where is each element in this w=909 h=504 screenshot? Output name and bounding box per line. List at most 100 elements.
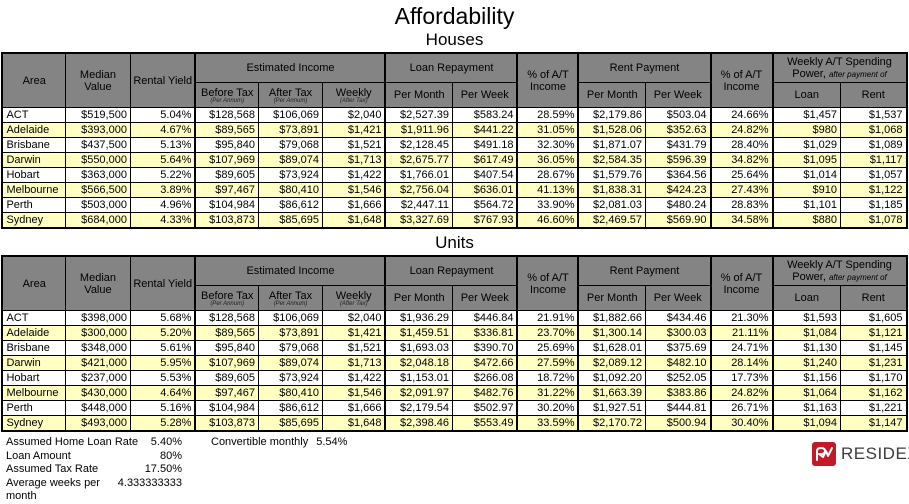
value-cell: $1,094 — [771, 415, 841, 432]
value-cell: $1,029 — [771, 137, 841, 153]
value-cell: $1,084 — [771, 325, 841, 341]
value-cell: $107,969 — [194, 152, 259, 168]
table-row: Sydney $493,000 5.28% $103,873 $85,695 $1,648… — [1, 415, 908, 432]
value-cell: $1,521 — [321, 137, 386, 153]
value-cell: $564.72 — [451, 197, 518, 213]
assumption-label: Assumed Home Loan Rate — [6, 436, 139, 448]
area-cell: Brisbane — [1, 340, 66, 356]
value-cell: $880 — [771, 212, 841, 229]
value-cell: $1,927.51 — [577, 400, 646, 416]
value-cell: $1,185 — [839, 197, 908, 213]
value-cell: $1,628.01 — [577, 340, 646, 356]
value-cell: $252.05 — [644, 370, 712, 386]
group-header-estimated-income: Estimated Income — [194, 52, 386, 83]
area-cell: Sydney — [1, 415, 66, 432]
value-cell: $472.66 — [451, 355, 518, 371]
col-header-loan-per-month: Per Month — [384, 82, 453, 108]
value-cell: $503,000 — [64, 197, 131, 213]
value-cell: $1,101 — [771, 197, 841, 213]
value-cell: $2,584.35 — [577, 152, 646, 168]
col-header-pct-at-income-loan: % of A/T Income — [516, 255, 579, 311]
value-cell: 24.71% — [709, 340, 773, 356]
value-cell: $1,457 — [771, 107, 841, 123]
value-cell: 5.53% — [129, 370, 196, 386]
table-row: Melbourne $430,000 4.64% $97,467 $80,410 $1,5… — [1, 385, 908, 401]
value-cell: $2,527.39 — [384, 107, 453, 123]
value-cell: $300.03 — [644, 325, 712, 341]
area-cell: Hobart — [1, 167, 66, 183]
value-cell: $553.49 — [451, 415, 518, 432]
value-cell: $237,000 — [64, 370, 131, 386]
value-cell: $393,000 — [64, 122, 131, 138]
value-cell: $2,675.77 — [384, 152, 453, 168]
affordability-report: { "title": "Affordability", "header": { … — [0, 3, 909, 502]
value-cell: $107,969 — [194, 355, 259, 371]
value-cell: $1,459.51 — [384, 325, 453, 341]
value-cell: $79,068 — [257, 340, 323, 356]
value-cell: $1,231 — [839, 355, 908, 371]
value-cell: $2,091.97 — [384, 385, 453, 401]
value-cell: $1,170 — [839, 370, 908, 386]
col-header-before-tax: Before Tax (Per Annum) — [194, 82, 259, 108]
value-cell: 5.04% — [129, 107, 196, 123]
col-header-pct-at-income-rent: % of A/T Income — [709, 255, 773, 311]
value-cell: 5.95% — [129, 355, 196, 371]
col-header-weekly: Weekly (After Tax) — [321, 82, 386, 108]
value-cell: $89,074 — [257, 152, 323, 168]
value-cell: 24.82% — [709, 122, 773, 138]
value-cell: $434.46 — [644, 310, 712, 326]
value-cell: $1,593 — [771, 310, 841, 326]
value-cell: $300,000 — [64, 325, 131, 341]
value-cell: 34.82% — [709, 152, 773, 168]
convertible-label: Convertible monthly — [211, 436, 309, 448]
value-cell: $2,756.04 — [384, 182, 453, 198]
value-cell: $767.93 — [451, 212, 518, 229]
table-row: Sydney $684,000 4.33% $103,873 $85,695 $1,648… — [1, 212, 908, 229]
value-cell: $86,612 — [257, 197, 323, 213]
value-cell: $424.23 — [644, 182, 712, 198]
weekly-note: (After Tax) — [339, 300, 368, 307]
value-cell: $2,179.54 — [384, 400, 453, 416]
value-cell: $1,089 — [839, 137, 908, 153]
col-header-spending-loan: Loan — [771, 82, 841, 108]
assumption-label: Loan Amount — [6, 449, 71, 462]
value-cell: $1,121 — [839, 325, 908, 341]
value-cell: $437,500 — [64, 137, 131, 153]
value-cell: $1,221 — [839, 400, 908, 416]
value-cell: 33.90% — [516, 197, 579, 213]
value-cell: $1,528.06 — [577, 122, 646, 138]
value-cell: $480.24 — [644, 197, 712, 213]
table-row: Darwin $550,000 5.64% $107,969 $89,074 $1,713… — [1, 152, 908, 168]
value-cell: $104,984 — [194, 400, 259, 416]
value-cell: $103,873 — [194, 415, 259, 432]
value-cell: 28.40% — [709, 137, 773, 153]
area-cell: Melbourne — [1, 182, 66, 198]
table-row: Adelaide $393,000 4.67% $89,565 $73,891 $1,42… — [1, 122, 908, 138]
value-cell: $1,605 — [839, 310, 908, 326]
value-cell: $1,095 — [771, 152, 841, 168]
value-cell: 28.59% — [516, 107, 579, 123]
col-header-after-tax: After Tax (Per Annum) — [257, 82, 323, 108]
value-cell: $617.49 — [451, 152, 518, 168]
value-cell: 31.22% — [516, 385, 579, 401]
value-cell: 28.14% — [709, 355, 773, 371]
value-cell: $2,040 — [321, 107, 386, 123]
header-row-subcolumns: Before Tax (Per Annum) After Tax (Per Annu… — [2, 285, 908, 311]
value-cell: $80,410 — [257, 385, 323, 401]
value-cell: $1,521 — [321, 340, 386, 356]
before-tax-note: (Per Annum) — [210, 97, 245, 104]
value-cell: 5.61% — [129, 340, 196, 356]
col-header-spending-rent: Rent — [839, 82, 908, 108]
col-header-loan-per-week: Per Week — [451, 285, 518, 311]
value-cell: $566,500 — [64, 182, 131, 198]
value-cell: 41.13% — [516, 182, 579, 198]
value-cell: $1,579.76 — [577, 167, 646, 183]
area-cell: Sydney — [1, 212, 66, 229]
value-cell: 28.83% — [709, 197, 773, 213]
value-cell: $1,422 — [321, 167, 386, 183]
col-header-rent-per-week: Per Week — [644, 285, 712, 311]
value-cell: $89,074 — [257, 355, 323, 371]
col-header-area: Area — [1, 255, 66, 311]
col-header-loan-per-week: Per Week — [451, 82, 518, 108]
group-header-loan-repayment: Loan Repayment — [384, 255, 518, 286]
